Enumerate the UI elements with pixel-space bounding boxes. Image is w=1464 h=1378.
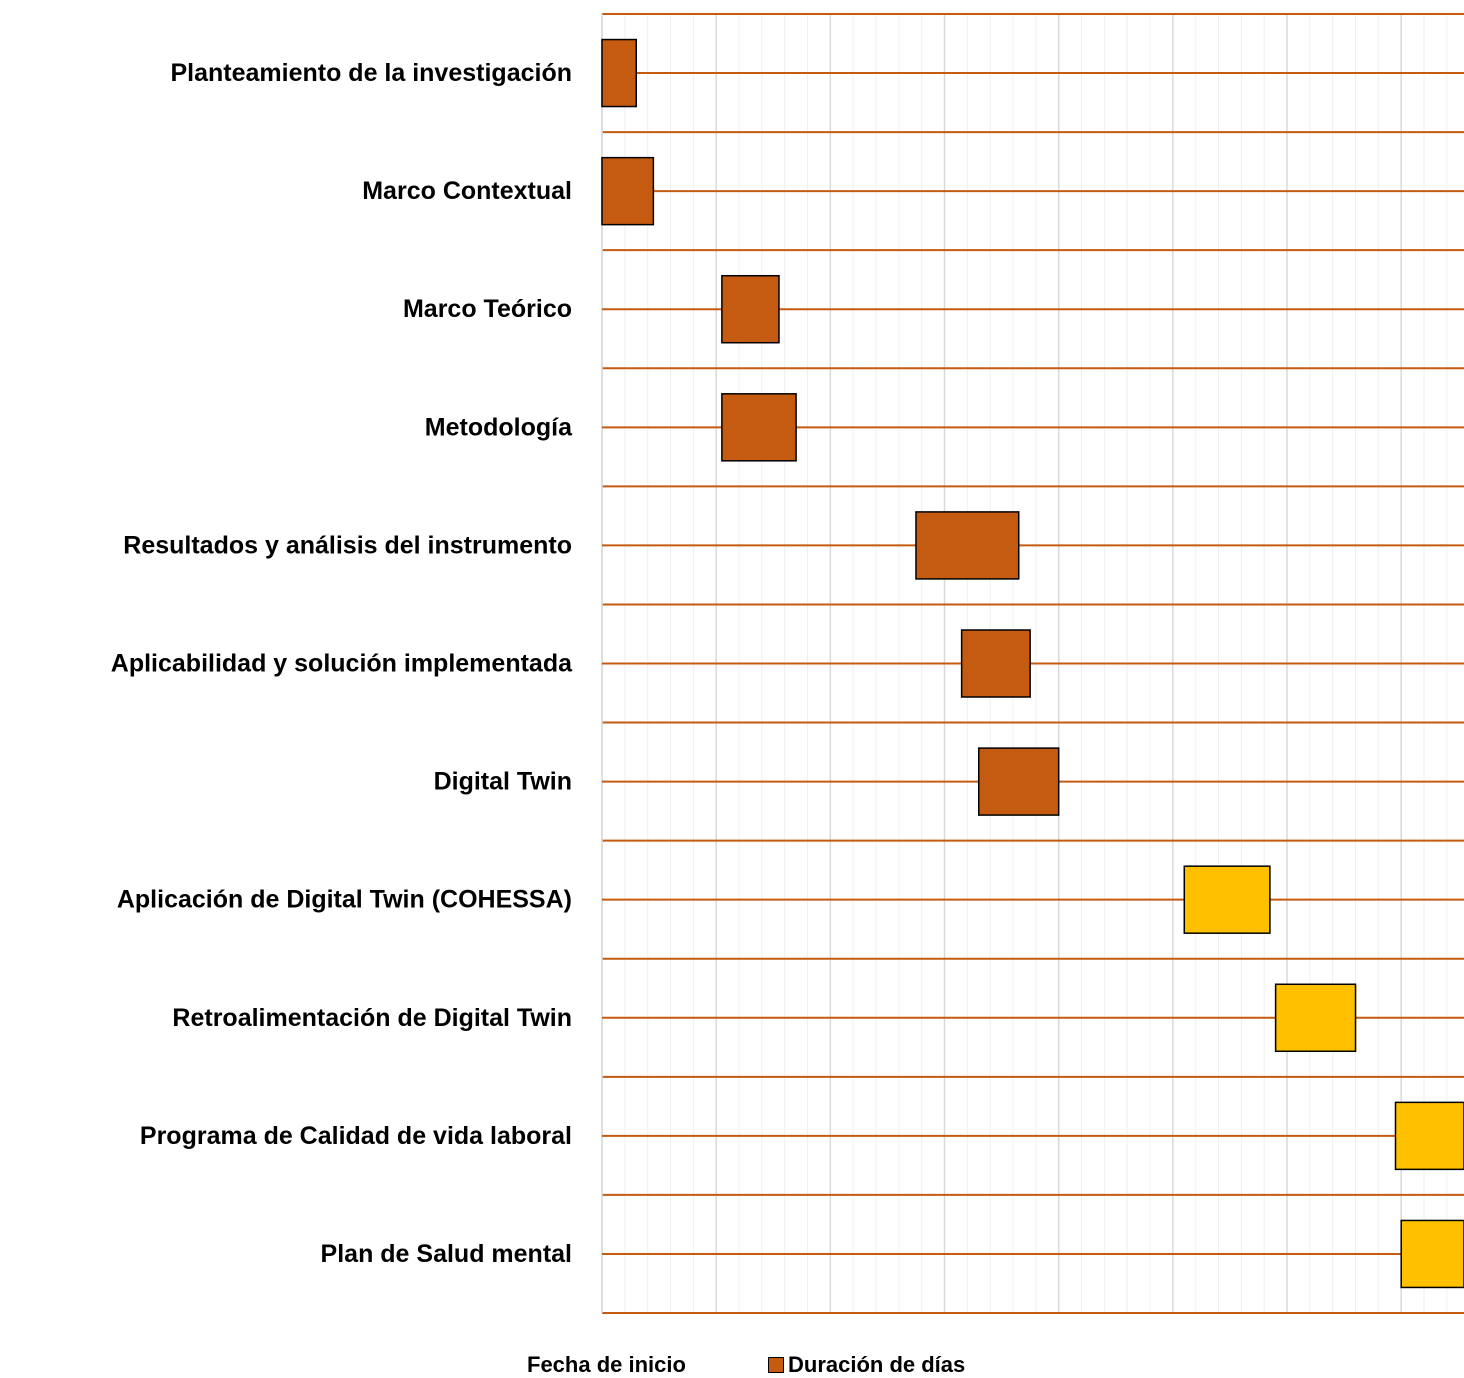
duration-bar xyxy=(601,38,638,108)
duration-bar xyxy=(915,511,1020,580)
category-label: Aplicabilidad y solución implementada xyxy=(111,650,573,678)
category-label: Aplicación de Digital Twin (COHESSA) xyxy=(117,886,572,914)
legend-item-duration: Duración de días xyxy=(768,1352,965,1378)
category-label: Digital Twin xyxy=(434,768,572,796)
duration-bar xyxy=(978,747,1060,816)
legend-label-start: Fecha de inicio xyxy=(527,1352,686,1377)
category-label: Marco Contextual xyxy=(362,177,572,205)
category-label: Marco Teórico xyxy=(403,295,572,323)
legend: Fecha de inicio Duración de días xyxy=(0,1352,1464,1378)
duration-bar xyxy=(1394,1101,1464,1171)
duration-bar xyxy=(721,274,780,344)
duration-bar xyxy=(721,393,797,462)
gantt-chart: Planteamiento de la investigación Marco C… xyxy=(111,13,1464,1314)
duration-bar xyxy=(1274,983,1357,1053)
duration-bar xyxy=(1400,1219,1464,1289)
category-label: Resultados y análisis del instrumento xyxy=(123,531,572,559)
duration-bar xyxy=(1183,865,1271,934)
category-label: Plan de Salud mental xyxy=(321,1240,572,1268)
category-label: Retroalimentación de Digital Twin xyxy=(172,1004,572,1032)
legend-label-duration: Duración de días xyxy=(788,1352,966,1377)
legend-swatch-duration xyxy=(768,1357,784,1373)
duration-bar xyxy=(601,156,655,226)
category-label: Planteamiento de la investigación xyxy=(170,59,572,87)
category-label: Programa de Calidad de vida laboral xyxy=(140,1122,572,1150)
duration-bar xyxy=(960,629,1031,698)
legend-item-start: Fecha de inicio xyxy=(527,1352,686,1378)
category-label: Metodología xyxy=(425,413,573,441)
